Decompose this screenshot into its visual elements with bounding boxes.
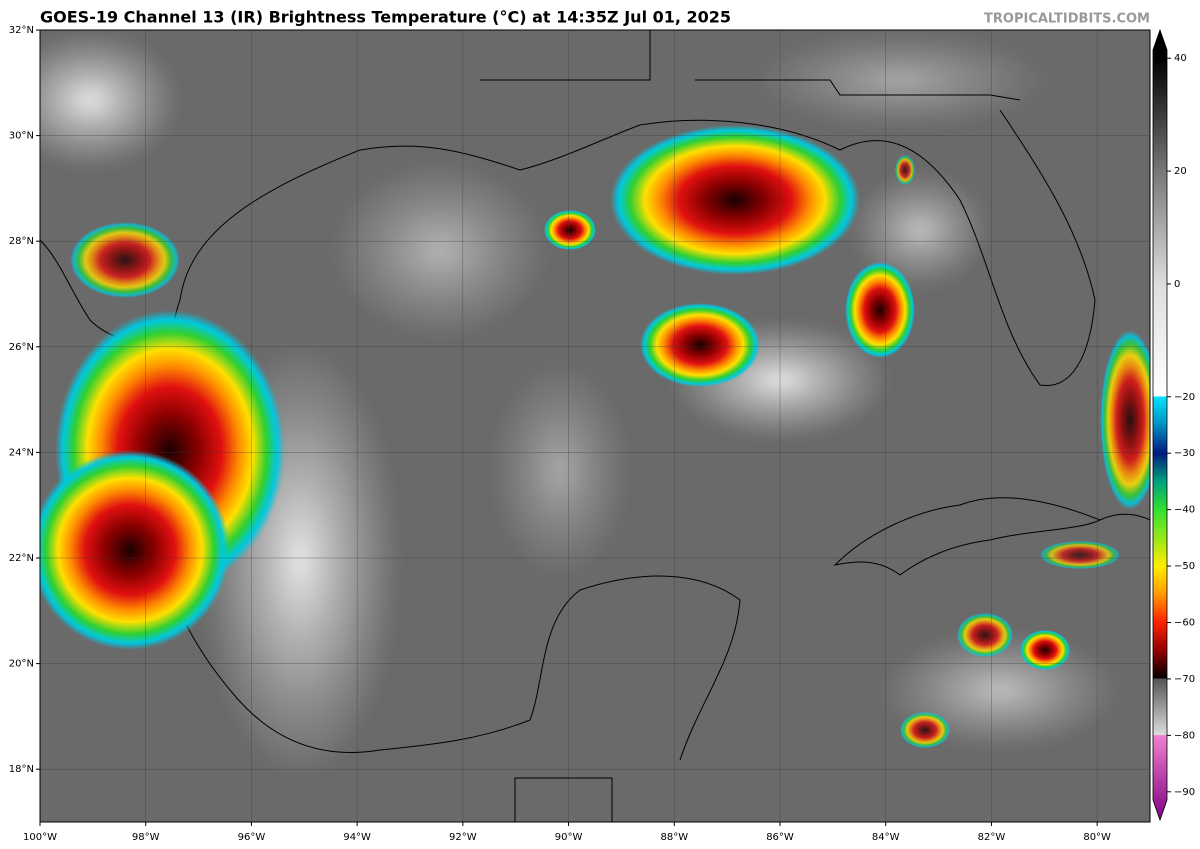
lon-label: 84°W [872, 832, 900, 843]
imagery [40, 30, 1150, 822]
colorbar-label: −20 [1174, 392, 1195, 403]
labels: 32°N 30°N 28°N 26°N 24°N 22°N 20°N 18°N 100°W 98°… [9, 25, 1195, 843]
colorbar [1152, 28, 1168, 822]
lat-label: 18°N [9, 764, 34, 775]
lat-label: 20°N [9, 659, 34, 670]
credit: TROPICALTIDBITS.COM [984, 12, 1150, 27]
lat-label: 22°N [9, 553, 34, 564]
colorbar-label: 40 [1174, 53, 1187, 64]
title: GOES-19 Channel 13 (IR) Brightness Tempe… [40, 8, 731, 27]
lon-label: 92°W [449, 832, 477, 843]
lon-label: 82°W [978, 832, 1006, 843]
lon-label: 100°W [23, 832, 57, 843]
lon-label: 88°W [660, 832, 688, 843]
colorbar-label: −70 [1174, 674, 1195, 685]
lat-label: 28°N [9, 236, 34, 247]
colorbar-label: −90 [1174, 787, 1195, 798]
colorbar-label: 20 [1174, 166, 1187, 177]
lon-label: 94°W [343, 832, 371, 843]
lon-label: 96°W [238, 832, 266, 843]
lat-label: 26°N [9, 342, 34, 353]
graticule [40, 30, 1150, 822]
lat-label: 32°N [9, 25, 34, 36]
colorbar-label: −30 [1174, 448, 1195, 459]
colorbar-label: −50 [1174, 561, 1195, 572]
map-frame [39, 29, 1151, 823]
lon-label: 86°W [766, 832, 794, 843]
lat-label: 30°N [9, 131, 34, 142]
storms [40, 125, 1150, 748]
colorbar-label: −80 [1174, 730, 1195, 741]
colorbar-label: −40 [1174, 505, 1195, 516]
lon-label: 80°W [1083, 832, 1111, 843]
colorbar-label: 0 [1174, 279, 1180, 290]
colorbar-label: −60 [1174, 618, 1195, 629]
lon-label: 98°W [132, 832, 160, 843]
lat-label: 24°N [9, 447, 34, 458]
lon-label: 90°W [555, 832, 583, 843]
